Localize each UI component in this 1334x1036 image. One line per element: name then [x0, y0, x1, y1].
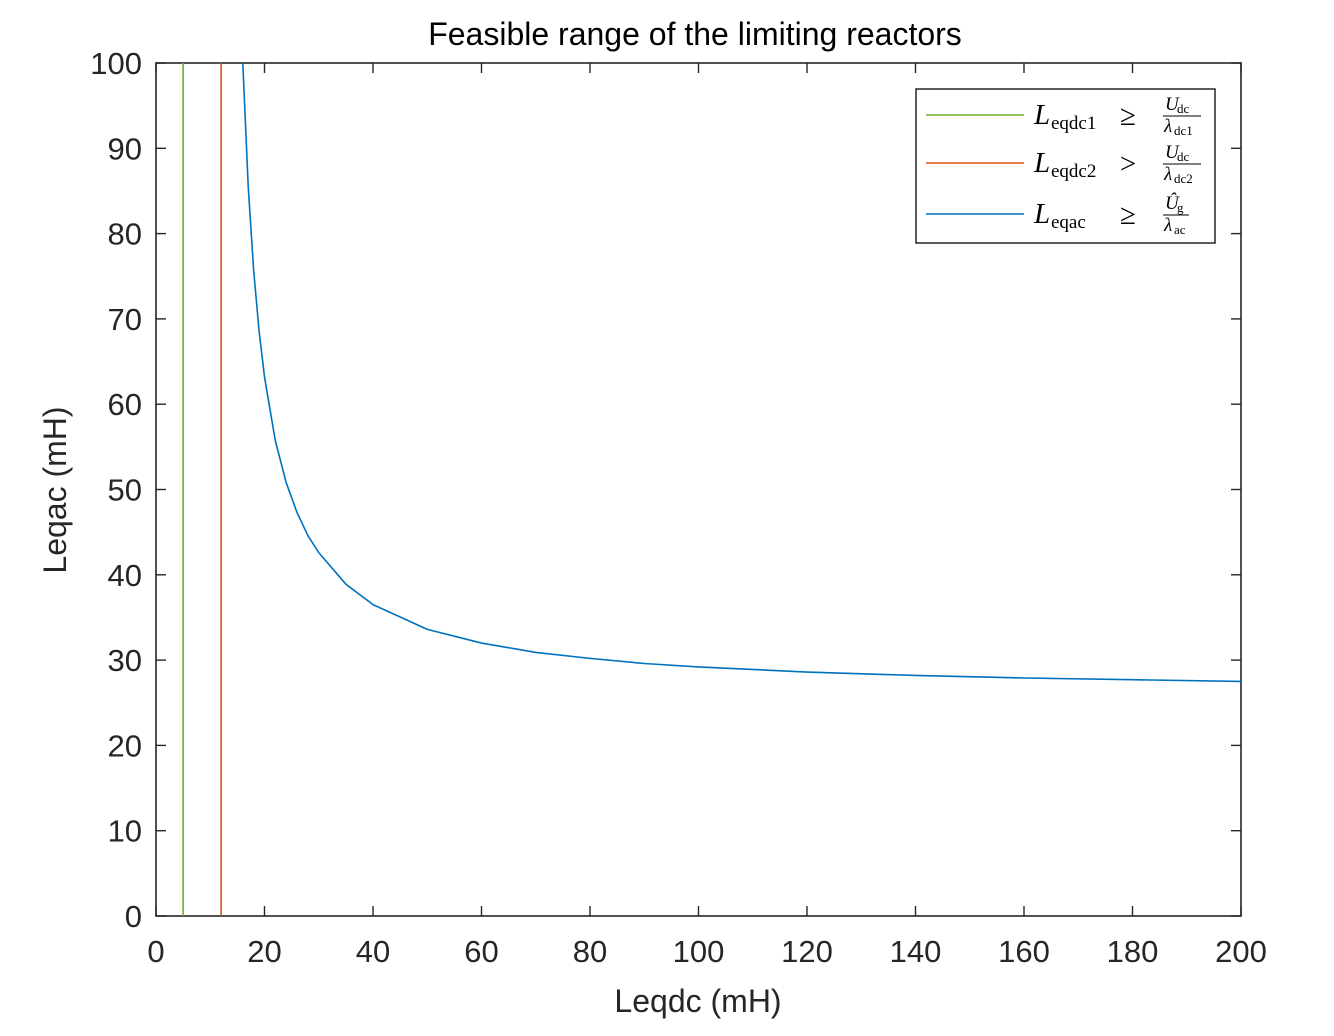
legend-denominator: λ	[1163, 116, 1172, 137]
legend-symbol: L	[1033, 147, 1050, 179]
legend-symbol: L	[1033, 99, 1050, 131]
y-axis-label: Leqac (mH)	[37, 406, 73, 573]
legend-denominator-subscript: ac	[1174, 222, 1186, 237]
legend-operator: ≥	[1120, 199, 1136, 231]
legend-numerator-subscript: dc	[1177, 101, 1190, 116]
y-tick-label: 50	[108, 473, 142, 508]
x-tick-label: 160	[998, 934, 1050, 969]
x-tick-label: 40	[356, 934, 390, 969]
legend-symbol: L	[1033, 198, 1050, 230]
y-tick-label: 80	[108, 217, 142, 252]
x-tick-label: 0	[147, 934, 164, 969]
axis-ticks: 0 20 40 60 80 100 120 140 160 180 200 0 10 20 30 40 50 60…	[90, 46, 1267, 969]
y-tick-label: 10	[108, 814, 142, 849]
x-tick-label: 140	[890, 934, 942, 969]
legend-operator: >	[1120, 148, 1136, 180]
y-tick-label: 60	[108, 387, 142, 422]
y-tick-label: 40	[108, 558, 142, 593]
x-tick-label: 100	[673, 934, 725, 969]
legend-subscript: eqac	[1051, 212, 1086, 233]
y-tick-label: 90	[108, 131, 142, 166]
series-line-3	[242, 62, 1242, 683]
x-tick-label: 120	[781, 934, 833, 969]
legend-operator: ≥	[1120, 100, 1136, 132]
legend-numerator: U	[1165, 142, 1180, 163]
legend-numerator-subscript: g	[1177, 200, 1184, 215]
legend-subscript: eqdc2	[1051, 161, 1096, 182]
x-tick-label: 200	[1215, 934, 1267, 969]
legend-numerator: U	[1165, 94, 1180, 115]
legend-denominator-subscript: dc2	[1174, 171, 1193, 186]
y-tick-label: 70	[108, 302, 142, 337]
legend-numerator-subscript: dc	[1177, 149, 1190, 164]
y-tick-label: 0	[125, 899, 142, 934]
y-tick-label: 100	[90, 46, 142, 81]
legend-denominator-subscript: dc1	[1174, 123, 1193, 138]
chart-title: Feasible range of the limiting reactors	[428, 16, 962, 52]
legend-denominator: λ	[1163, 215, 1172, 236]
y-tick-label: 30	[108, 643, 142, 678]
legend-numerator: Û	[1165, 192, 1180, 214]
legend-subscript: eqdc1	[1051, 113, 1096, 134]
x-tick-label: 60	[464, 934, 498, 969]
x-tick-label: 80	[573, 934, 607, 969]
x-axis-label: Leqdc (mH)	[614, 983, 781, 1019]
y-tick-label: 20	[108, 728, 142, 763]
legend-denominator: λ	[1163, 164, 1172, 185]
x-tick-label: 180	[1107, 934, 1159, 969]
x-tick-label: 20	[247, 934, 281, 969]
series-lines	[182, 62, 1242, 916]
